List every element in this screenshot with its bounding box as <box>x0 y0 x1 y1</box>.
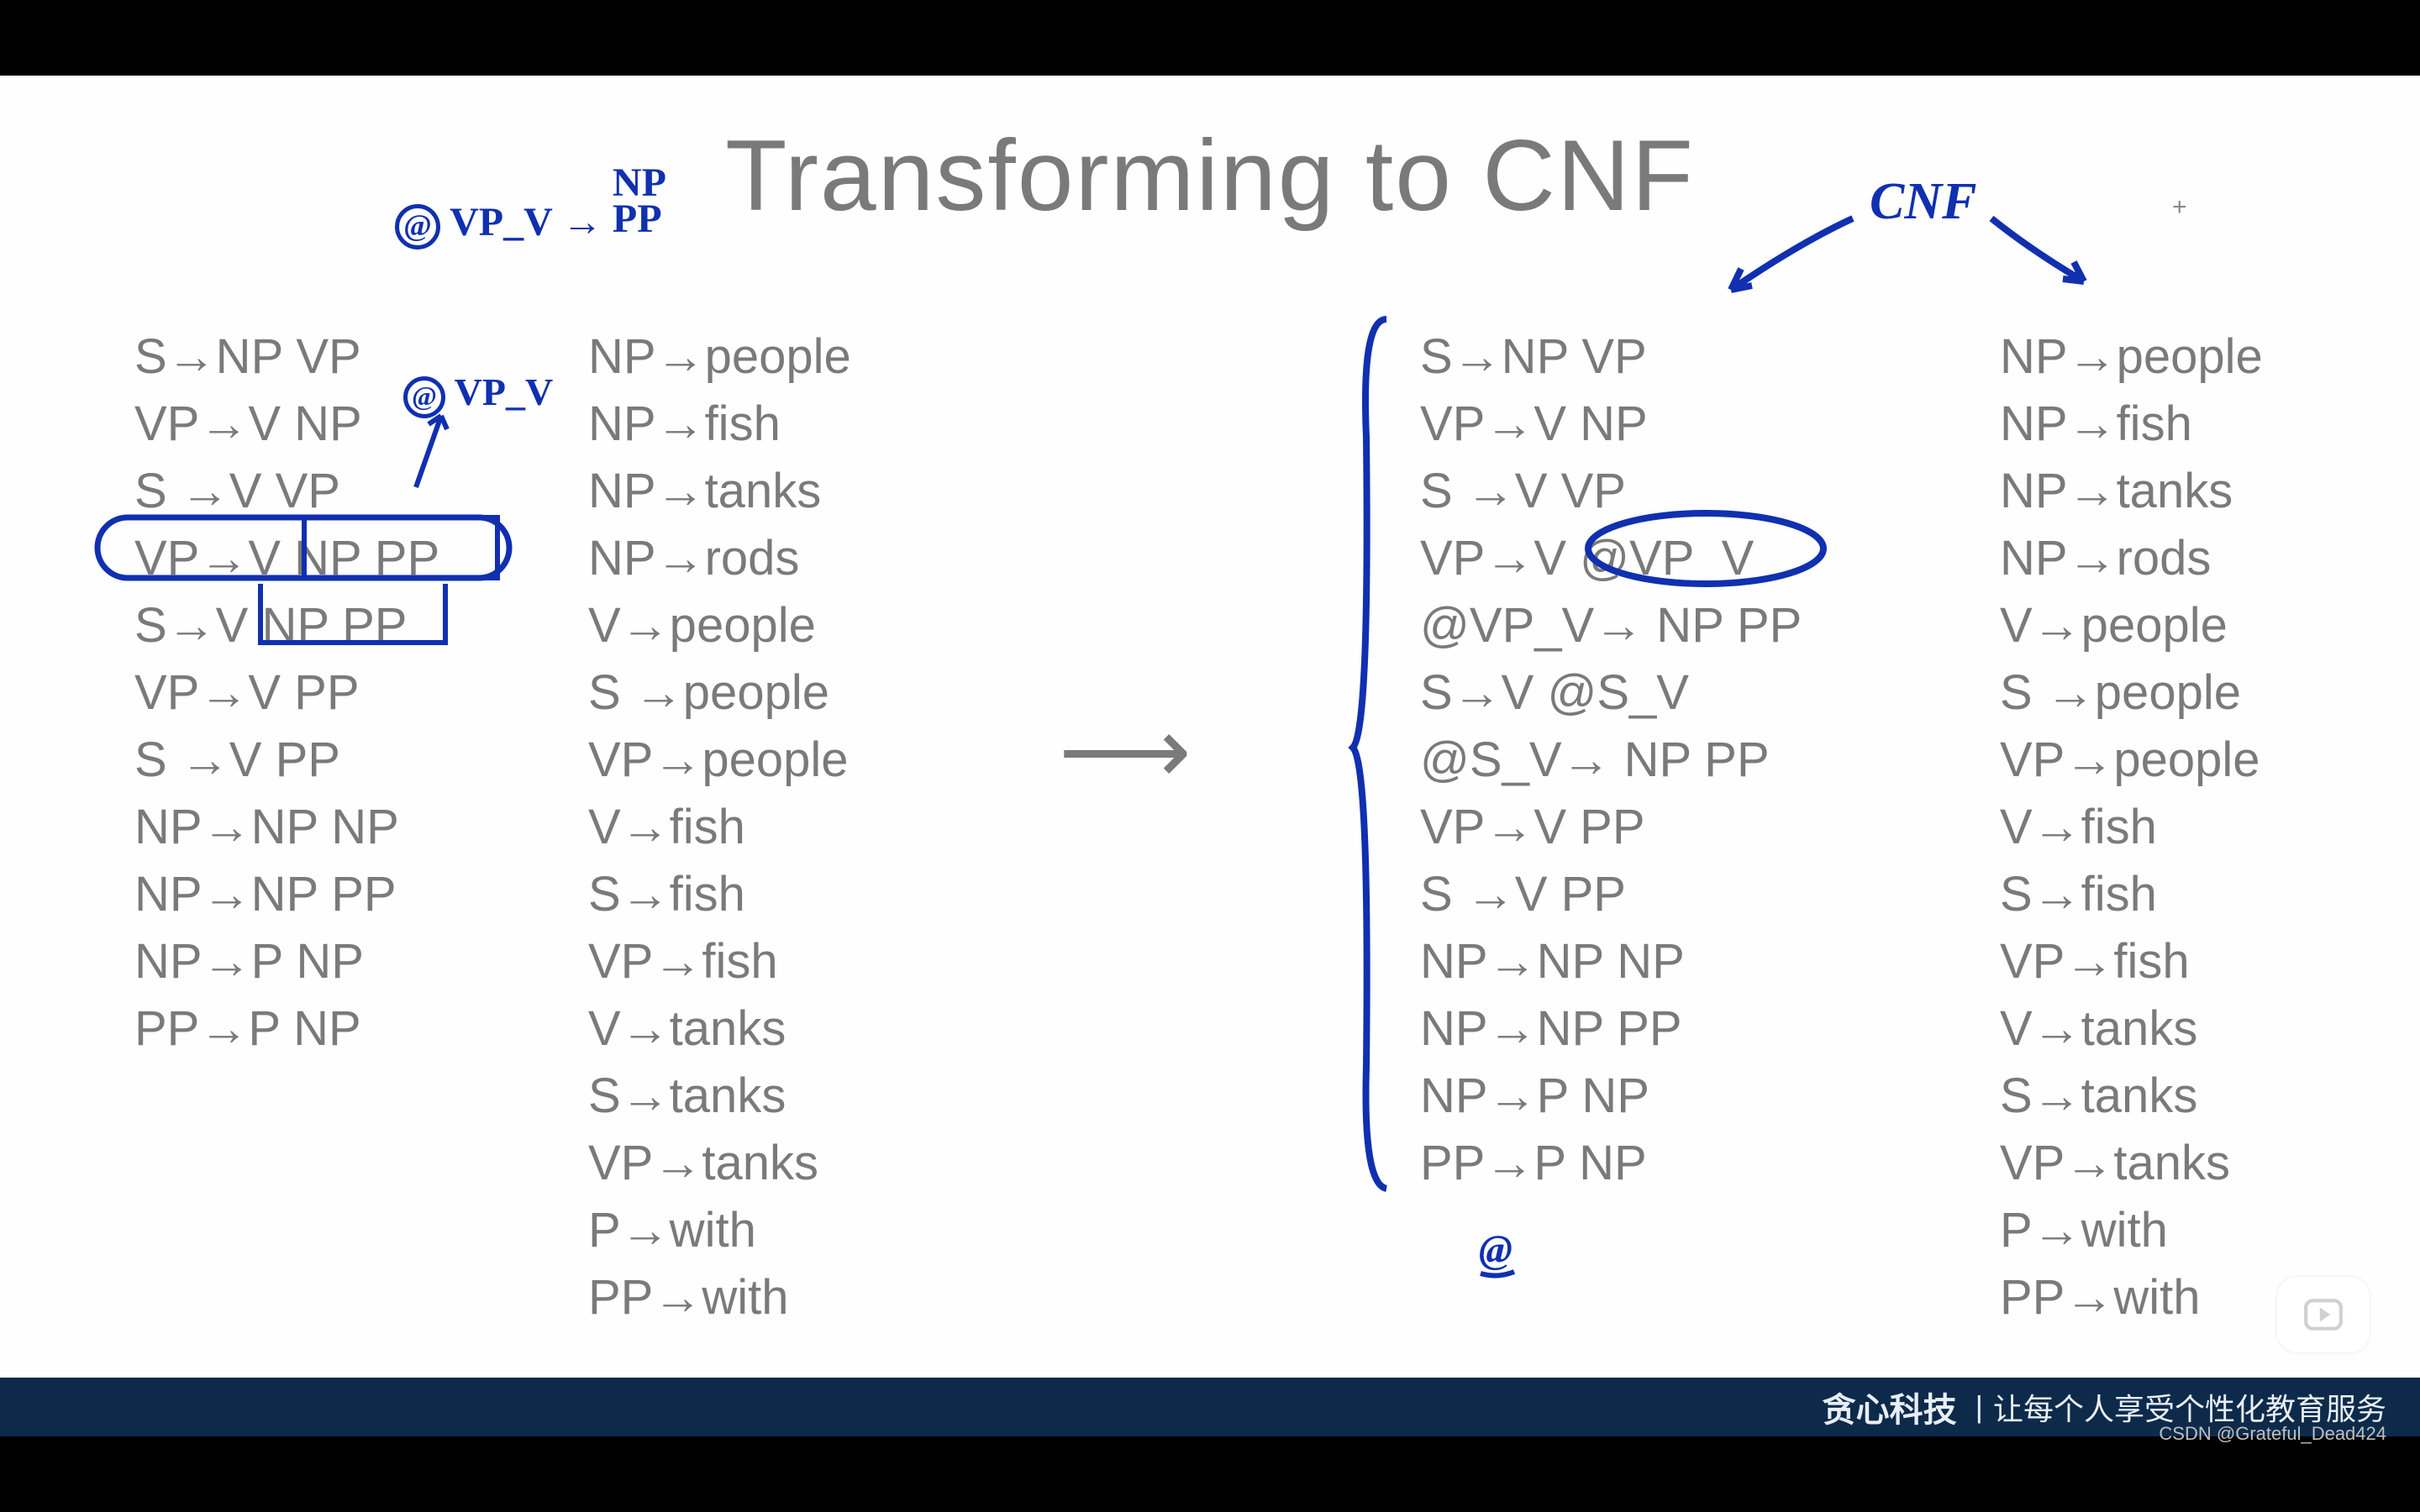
rule: V→tanks <box>2000 995 2263 1063</box>
grammar-rules-left-col1: S→NP VP VP→V NP S →V VP VP→V NP PP S→V N… <box>134 323 439 1063</box>
rule: NP→NP PP <box>134 861 439 928</box>
rule: NP→tanks <box>588 458 851 525</box>
rule: VP→V PP <box>134 659 439 727</box>
rule: NP→fish <box>2000 391 2263 458</box>
rule: S→V @S_V <box>1420 659 1802 727</box>
annotation-text: VP_V <box>455 370 554 413</box>
hand-brace-icon <box>1344 311 1403 1201</box>
rule: VP→V NP PP <box>134 525 439 592</box>
slide-area: Transforming to CNF S→NP VP VP→V NP S →V… <box>0 76 2420 1436</box>
rule: VP→tanks <box>588 1130 851 1197</box>
slide-title: Transforming to CNF <box>0 118 2420 234</box>
rule: S→tanks <box>588 1063 851 1130</box>
grammar-rules-right-col1: S→NP VP VP→V NP S →V VP VP→V @VP_V @VP_V… <box>1420 323 1802 1197</box>
rule: @S_V→ NP PP <box>1420 727 1802 794</box>
rule: S→tanks <box>2000 1063 2263 1130</box>
rule: NP→people <box>588 323 851 391</box>
annotation-text: NP PP <box>613 165 666 237</box>
rule: PP→with <box>588 1264 851 1331</box>
annotation-side-vpv: @ VP_V <box>403 370 553 418</box>
rule: S→NP VP <box>1420 323 1802 391</box>
rule: VP→fish <box>588 928 851 995</box>
rule: VP→people <box>2000 727 2263 794</box>
rule: S →people <box>2000 659 2263 727</box>
cursor-mark-icon: + <box>2172 193 2187 222</box>
annotation-top-left: @ VP_V → NP PP <box>395 168 666 249</box>
grammar-rules-left-col2: NP→people NP→fish NP→tanks NP→rods V→peo… <box>588 323 851 1331</box>
circled-at-icon: @ <box>395 204 440 249</box>
rule: NP→NP PP <box>1420 995 1802 1063</box>
annotation-cnf-label: CNF <box>1870 172 1976 232</box>
rule: V→fish <box>2000 794 2263 861</box>
rule: VP→V @VP_V <box>1420 525 1802 592</box>
rule: NP→people <box>2000 323 2263 391</box>
grammar-rules-right-col2: NP→people NP→fish NP→tanks NP→rods V→peo… <box>2000 323 2263 1331</box>
footer-sep: | <box>1975 1389 1983 1425</box>
rule: V→people <box>588 592 851 659</box>
rule: P→with <box>2000 1197 2263 1264</box>
rule: NP→NP NP <box>1420 928 1802 995</box>
footer-brand: 贪心科技 <box>1823 1383 1957 1431</box>
rule: VP→fish <box>2000 928 2263 995</box>
rule: VP→V PP <box>1420 794 1802 861</box>
footer-bar: 贪心科技 | 让每个人享受个性化教育服务 <box>0 1378 2420 1436</box>
rule: S →V VP <box>134 458 439 525</box>
rule: S →people <box>588 659 851 727</box>
rule: VP→V NP <box>1420 391 1802 458</box>
csdn-watermark: CSDN @Grateful_Dead424 <box>2159 1423 2386 1445</box>
rule: VP→people <box>588 727 851 794</box>
rule: S →V VP <box>1420 458 1802 525</box>
rule: S→fish <box>2000 861 2263 928</box>
rule: NP→P NP <box>1420 1063 1802 1130</box>
rule: V→people <box>2000 592 2263 659</box>
rule: NP→rods <box>2000 525 2263 592</box>
rule: NP→P NP <box>134 928 439 995</box>
rule: PP→P NP <box>1420 1130 1802 1197</box>
rule: S →V PP <box>1420 861 1802 928</box>
transform-arrow-icon: ⟶ <box>1059 697 1192 805</box>
rule: S→V NP PP <box>134 592 439 659</box>
circled-at-icon: @ <box>403 376 445 418</box>
rule: VP→tanks <box>2000 1130 2263 1197</box>
rule: NP→NP NP <box>134 794 439 861</box>
rule: V→tanks <box>588 995 851 1063</box>
rule: VP→V NP <box>134 391 439 458</box>
annotation-alpha: @ <box>1479 1226 1512 1273</box>
annotation-text: VP_V <box>450 200 552 244</box>
rule: NP→tanks <box>2000 458 2263 525</box>
rule: @VP_V→ NP PP <box>1420 592 1802 659</box>
rule: NP→rods <box>588 525 851 592</box>
rule: V→fish <box>588 794 851 861</box>
video-play-overlay-icon[interactable] <box>2277 1277 2370 1352</box>
rule: PP→P NP <box>134 995 439 1063</box>
rule: S→fish <box>588 861 851 928</box>
rule: P→with <box>588 1197 851 1264</box>
rule: NP→fish <box>588 391 851 458</box>
rule: S →V PP <box>134 727 439 794</box>
rule: S→NP VP <box>134 323 439 391</box>
annotation-arrow: → <box>562 200 602 244</box>
rule: PP→with <box>2000 1264 2263 1331</box>
